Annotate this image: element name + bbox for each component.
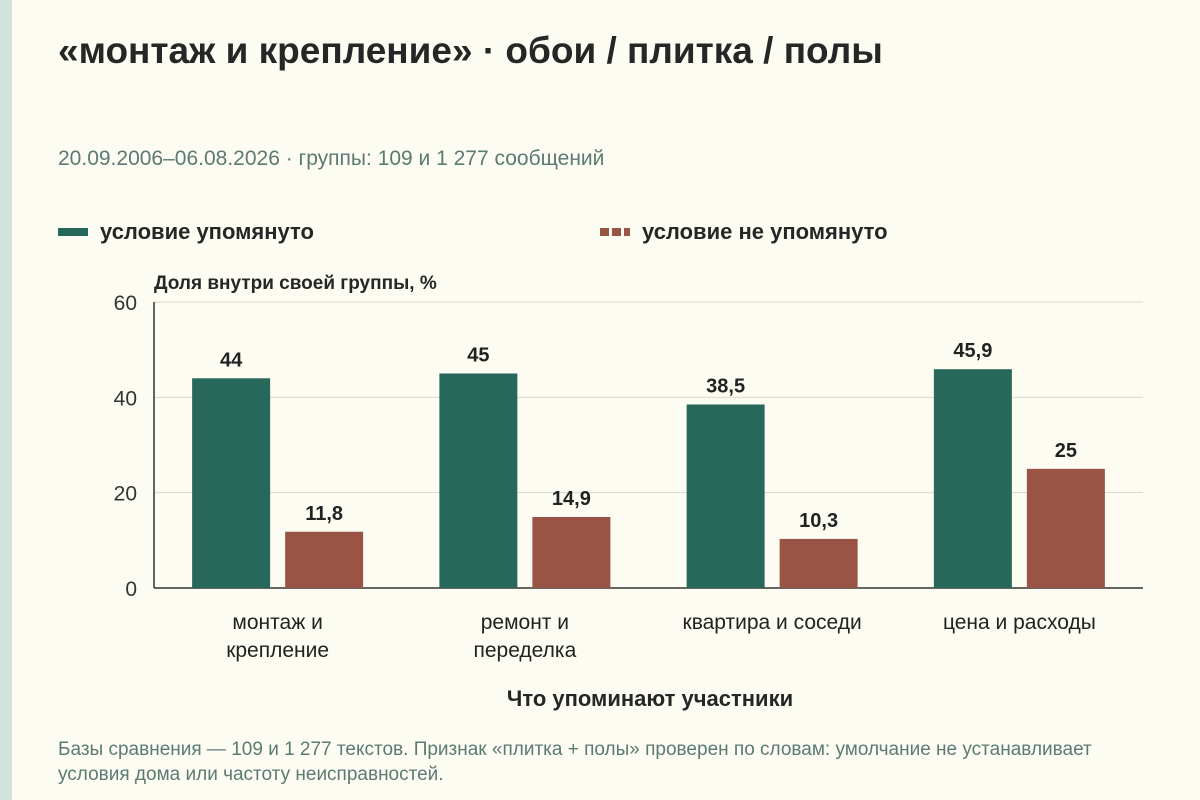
chart-title: «монтаж и крепление» · обои / плитка / п… <box>58 30 883 71</box>
y-tick-label: 0 <box>125 578 137 601</box>
x-tick-label: цена и расходы <box>943 611 1096 634</box>
y-axis-label: Доля внутри своей группы, % <box>154 273 437 294</box>
data-label: 10,3 <box>799 510 838 532</box>
legend-item-not-mentioned: условие не упомянуто <box>600 219 888 245</box>
y-tick-label: 20 <box>114 483 137 506</box>
data-label: 38,5 <box>706 375 745 397</box>
data-label: 44 <box>220 349 243 371</box>
bar <box>532 516 611 588</box>
legend-label-not-mentioned: условие не упомянуто <box>642 219 888 244</box>
x-tick-label: монтаж и <box>232 611 322 634</box>
bar <box>1026 468 1105 588</box>
y-tick-label: 40 <box>114 387 137 410</box>
x-tick-label: ремонт и <box>481 611 569 634</box>
legend-swatch-mentioned <box>58 228 88 236</box>
x-tick-label: квартира и соседи <box>683 611 862 634</box>
x-tick-label: переделка <box>473 639 576 662</box>
legend-label-mentioned: условие упомянуто <box>100 219 314 244</box>
accent-strip <box>0 0 12 800</box>
bar <box>439 373 518 588</box>
data-label: 45 <box>467 345 489 367</box>
x-tick-label: крепление <box>226 639 329 662</box>
x-axis-label: Что упоминают участники <box>506 686 794 711</box>
bar <box>192 378 271 588</box>
bar <box>686 404 765 588</box>
bar <box>285 531 364 588</box>
data-label: 25 <box>1055 440 1077 462</box>
data-label: 14,9 <box>552 488 591 510</box>
bar <box>779 538 858 588</box>
chart-subtitle: 20.09.2006–06.08.2026 · группы: 109 и 1 … <box>58 147 605 170</box>
legend-swatch-not-mentioned <box>600 228 630 236</box>
data-label: 11,8 <box>305 503 343 525</box>
footnote: Базы сравнения — 109 и 1 277 текстов. Пр… <box>58 739 1092 785</box>
legend-item-mentioned: условие упомянуто <box>58 219 314 245</box>
y-tick-label: 60 <box>114 292 137 315</box>
bar <box>933 369 1012 588</box>
data-label: 45,9 <box>953 340 992 362</box>
